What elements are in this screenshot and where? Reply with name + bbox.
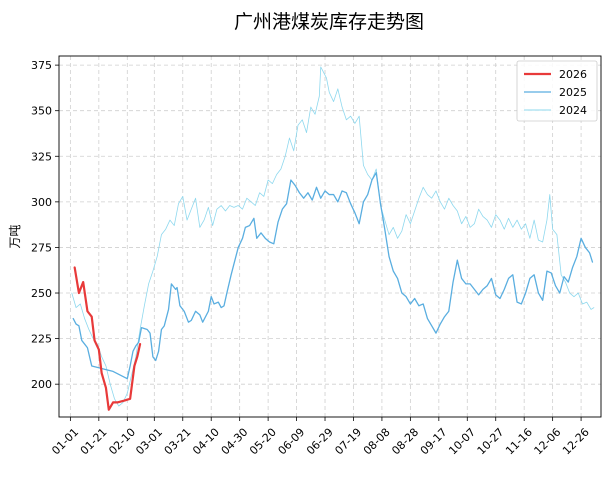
y-axis-label: 万吨 (8, 224, 22, 248)
y-tick-label: 275 (31, 241, 52, 254)
legend-label: 2024 (559, 104, 587, 117)
chart-title: 广州港煤炭库存走势图 (234, 11, 424, 33)
y-tick-label: 300 (31, 196, 52, 209)
legend-label: 2025 (559, 86, 587, 99)
plot-frame (58, 55, 602, 418)
series-line-2025 (72, 172, 594, 380)
y-tick-label: 375 (31, 59, 52, 72)
series-line-2024 (71, 66, 595, 407)
series-lines (71, 66, 595, 411)
y-tick-label: 350 (31, 105, 52, 118)
y-tick-label: 200 (31, 378, 52, 391)
grid (59, 56, 601, 417)
y-tick-label: 225 (31, 333, 52, 346)
series-line-2026 (73, 266, 142, 411)
y-axis: 200 225 250 275 300 325 350 375 (31, 59, 59, 391)
legend-box (516, 60, 598, 122)
legend: 2026 2025 2024 (516, 60, 598, 122)
legend-label: 2026 (559, 68, 587, 81)
y-tick-label: 250 (31, 287, 52, 300)
y-tick-label: 325 (31, 150, 52, 163)
